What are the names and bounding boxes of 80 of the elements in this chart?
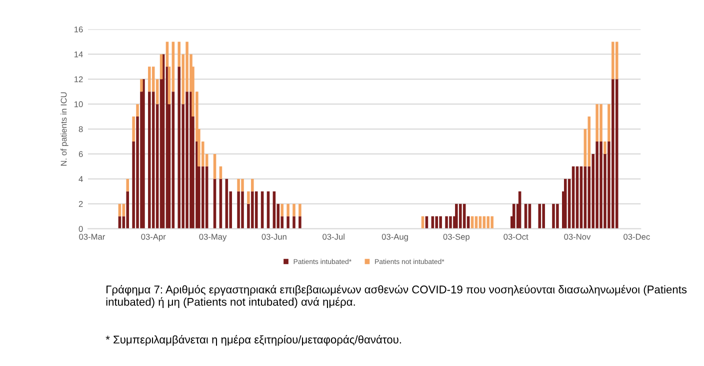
bar bbox=[564, 178, 567, 229]
bar bbox=[298, 216, 302, 229]
y-tick-label: 0 bbox=[78, 226, 83, 232]
bar bbox=[122, 204, 126, 216]
y-tick-label: 2 bbox=[78, 201, 83, 207]
y-tick-label: 8 bbox=[78, 126, 83, 132]
bar bbox=[126, 178, 129, 192]
bar bbox=[202, 166, 204, 229]
bar bbox=[600, 104, 602, 142]
bar bbox=[512, 204, 516, 229]
bar bbox=[142, 79, 145, 229]
bar bbox=[118, 204, 122, 216]
bar bbox=[286, 216, 290, 229]
bar bbox=[490, 216, 494, 229]
text: Γράφημα 7: Αριθμός εργαστηριακά επιβεβαιωμένων ασθενών COVID-19 που νοσηλεύονται διασωληνωμένοι (Patients intubated) ή μη (Patients not intubated) ανά ημέρα. bbox=[106, 284, 687, 308]
bar bbox=[247, 191, 250, 204]
bar bbox=[148, 92, 151, 229]
bar bbox=[186, 92, 188, 229]
bar bbox=[241, 178, 244, 192]
bar bbox=[612, 42, 614, 80]
bar bbox=[596, 141, 598, 229]
bar bbox=[126, 191, 129, 229]
bar bbox=[615, 42, 618, 80]
y-axis-title: N. of patients in ICU bbox=[60, 92, 68, 166]
bar bbox=[219, 166, 222, 179]
bar bbox=[254, 191, 258, 229]
bar bbox=[292, 204, 296, 216]
bar bbox=[172, 92, 175, 229]
bar bbox=[280, 204, 284, 216]
bar bbox=[251, 178, 254, 192]
y-tick-label: 16 bbox=[74, 26, 83, 32]
bar bbox=[178, 66, 181, 229]
x-tick-label: 03-Oct bbox=[504, 234, 528, 240]
x-tick-label: 03-Jul bbox=[322, 234, 344, 240]
bar bbox=[486, 216, 490, 229]
x-tick-label: 03-Apr bbox=[141, 234, 166, 242]
bar bbox=[140, 79, 143, 92]
bar bbox=[612, 79, 614, 229]
bar bbox=[615, 79, 618, 229]
bar bbox=[213, 154, 216, 179]
x-tick-label: 03-Nov bbox=[564, 234, 591, 240]
bar bbox=[439, 216, 442, 229]
y-tick-label: 6 bbox=[78, 151, 83, 158]
y-tick-label: 14 bbox=[74, 52, 83, 58]
bar bbox=[435, 216, 438, 229]
bar bbox=[556, 204, 559, 229]
bar bbox=[459, 204, 462, 229]
y-tick-label: 10 bbox=[74, 101, 83, 108]
bar bbox=[588, 116, 591, 166]
bar bbox=[132, 116, 135, 142]
bar bbox=[286, 204, 290, 216]
bar bbox=[552, 204, 555, 229]
bar bbox=[237, 178, 240, 192]
y-tick-label: 12 bbox=[74, 76, 83, 82]
bar bbox=[596, 104, 598, 142]
bar bbox=[608, 104, 610, 142]
bar bbox=[160, 54, 163, 80]
bar bbox=[298, 204, 302, 216]
x-tick-label: 03-Dec bbox=[624, 234, 650, 240]
bar bbox=[455, 204, 458, 229]
bar bbox=[136, 104, 139, 117]
bar bbox=[604, 141, 606, 154]
x-tick-label: 03-Aug bbox=[382, 234, 408, 242]
bar bbox=[449, 216, 452, 229]
bar bbox=[600, 141, 602, 229]
bar bbox=[241, 191, 244, 229]
x-tick-label: 03-Mar bbox=[79, 234, 106, 240]
x-tick-label: 03-Sep bbox=[443, 234, 470, 242]
bar bbox=[292, 216, 296, 229]
bar bbox=[542, 204, 545, 229]
y-tick-label: 4 bbox=[78, 176, 83, 182]
bar bbox=[237, 191, 240, 229]
bar bbox=[445, 216, 448, 229]
bar bbox=[148, 66, 151, 92]
text: * Συμπεριλαμβάνεται η ημέρα εξιτηρίου/μεταφοράς/θανάτου. bbox=[106, 335, 401, 346]
x-tick-label: 03-May bbox=[199, 234, 227, 242]
x-tick-label: 03-Jun bbox=[262, 234, 286, 240]
bar bbox=[538, 204, 542, 229]
bar bbox=[152, 92, 155, 229]
bar bbox=[251, 191, 254, 229]
